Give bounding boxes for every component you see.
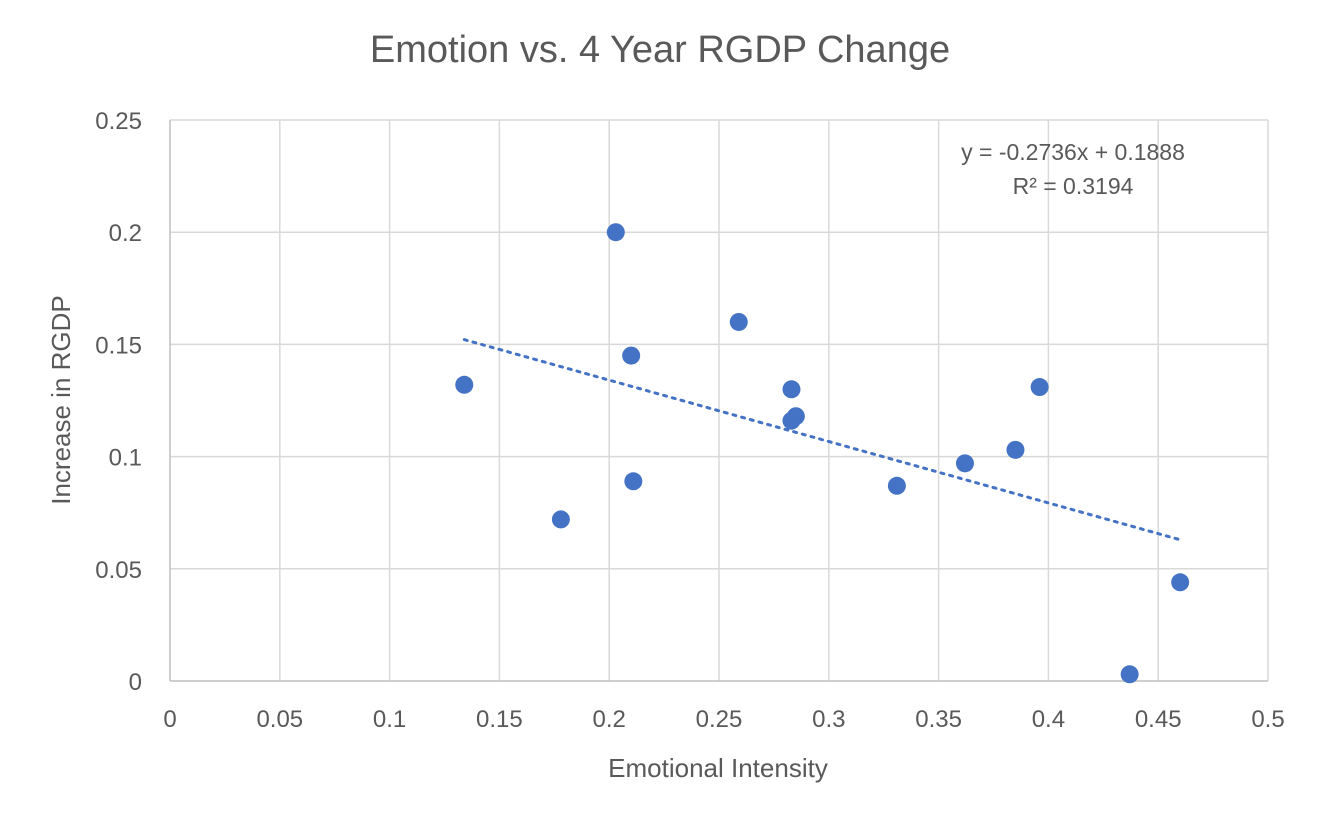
- data-point: [786, 407, 805, 426]
- axes: [169, 120, 1268, 682]
- trendline-r-squared: R² = 0.3194: [1013, 173, 1134, 199]
- chart-title: Emotion vs. 4 Year RGDP Change: [370, 29, 950, 71]
- y-axis-title: Increase in RGDP: [46, 295, 76, 505]
- data-points: [455, 223, 1190, 684]
- trendline-group: [462, 338, 1182, 542]
- y-tick-label: 0: [129, 669, 142, 696]
- gridlines: [170, 119, 1269, 681]
- data-point: [955, 454, 974, 473]
- data-point: [622, 346, 641, 365]
- tick-labels: 0 0.05 0.1 0.15 0.2 0.25 0.3 0.35 0.4 0.45 0.5 0 0.0…: [95, 108, 1284, 733]
- x-tick-label: 0.25: [696, 706, 743, 733]
- trendline: [462, 338, 1182, 542]
- data-point: [1171, 573, 1190, 592]
- y-tick-label: 0.25: [95, 108, 142, 135]
- data-point: [624, 472, 643, 491]
- x-tick-label: 0.15: [476, 706, 523, 733]
- x-tick-label: 0.5: [1251, 706, 1284, 733]
- y-tick-label: 0.2: [109, 220, 142, 247]
- data-point: [782, 380, 801, 399]
- x-tick-label: 0.05: [256, 706, 303, 733]
- data-point: [1030, 378, 1049, 397]
- x-tick-label: 0.45: [1135, 706, 1182, 733]
- data-point: [1006, 440, 1025, 459]
- y-tick-label: 0.05: [95, 557, 142, 584]
- x-tick-label: 0.35: [915, 706, 962, 733]
- y-tick-label: 0.15: [95, 332, 142, 359]
- data-point: [887, 476, 906, 495]
- x-tick-label: 0.4: [1032, 706, 1065, 733]
- trendline-equation: y = -0.2736x + 0.1888: [961, 139, 1185, 165]
- x-tick-label: 0.2: [593, 706, 626, 733]
- data-point: [606, 223, 625, 242]
- x-tick-label: 0.1: [373, 706, 406, 733]
- x-tick-label: 0.3: [812, 706, 845, 733]
- y-tick-label: 0.1: [109, 445, 142, 472]
- x-tick-label: 0: [163, 706, 176, 733]
- data-point: [1120, 665, 1139, 684]
- data-point: [551, 510, 570, 529]
- x-axis-title: Emotional Intensity: [608, 753, 828, 783]
- data-point: [729, 312, 748, 331]
- data-point: [455, 375, 474, 394]
